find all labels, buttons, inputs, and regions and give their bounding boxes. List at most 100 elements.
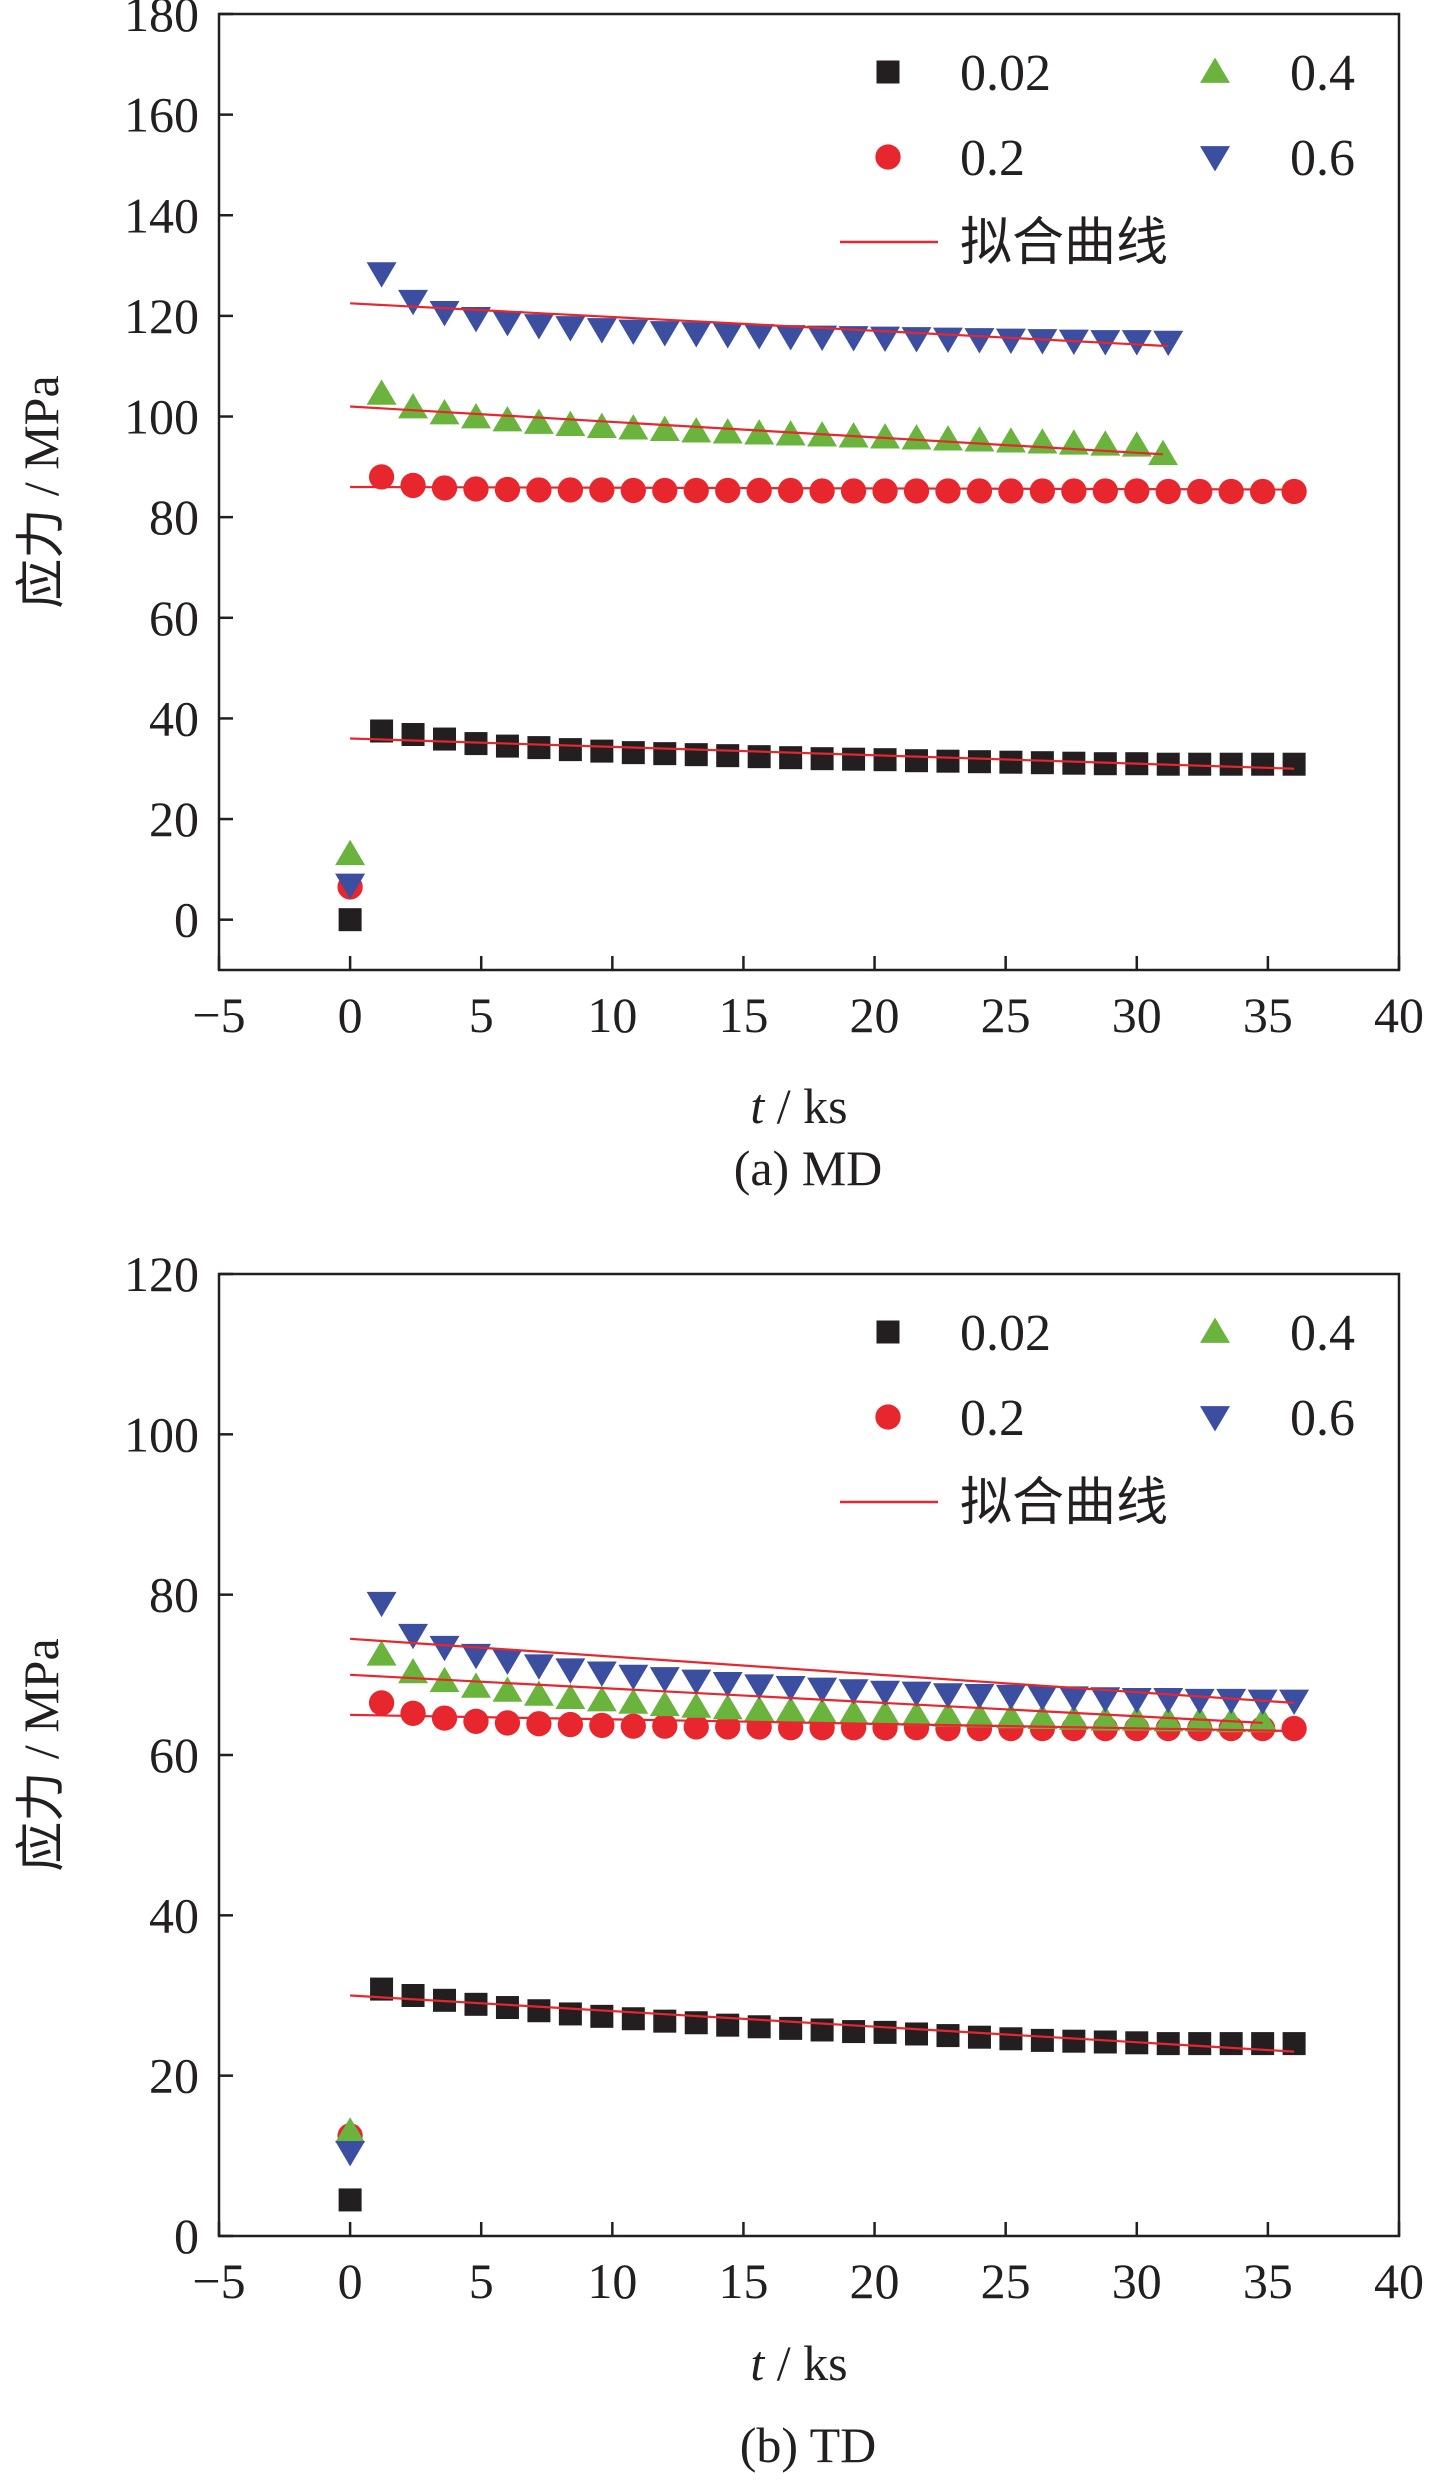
- data-point: [964, 1684, 995, 1710]
- y-tick-label: 60: [149, 1727, 199, 1783]
- data-point: [1281, 478, 1307, 505]
- data-point: [398, 1623, 429, 1650]
- data-point: [621, 741, 645, 765]
- data-point: [872, 478, 898, 504]
- data-point: [1058, 1704, 1089, 1730]
- series-s002: [338, 1977, 1306, 2212]
- y-tick-label: 160: [124, 87, 199, 143]
- y-tick-label: 40: [149, 690, 199, 746]
- data-point: [964, 328, 995, 354]
- x-tick-label: 15: [718, 2253, 768, 2309]
- data-point: [744, 1674, 775, 1700]
- data-point: [775, 325, 806, 351]
- fit-line-s002: [350, 737, 1295, 770]
- data-point: [998, 478, 1024, 504]
- data-point: [681, 1669, 712, 1695]
- data-point: [712, 323, 743, 349]
- panel-caption: (a) MD: [734, 1140, 883, 1196]
- y-tick-label: 20: [149, 791, 199, 847]
- data-point: [1187, 478, 1213, 505]
- data-point: [589, 477, 615, 503]
- data-point: [810, 747, 834, 771]
- data-point: [1062, 751, 1086, 775]
- data-point: [712, 1694, 743, 1720]
- data-point: [494, 1710, 521, 1736]
- data-point: [1027, 428, 1058, 454]
- data-point: [1247, 1689, 1278, 1715]
- data-point: [1282, 752, 1306, 776]
- data-point: [807, 325, 838, 352]
- data-point: [935, 478, 961, 504]
- data-point: [366, 1591, 397, 1618]
- series-s04: [335, 379, 1178, 866]
- data-point: [840, 478, 867, 504]
- data-point: [744, 419, 775, 445]
- data-point: [1153, 330, 1184, 357]
- data-point: [715, 477, 741, 504]
- data-point: [1184, 1688, 1215, 1715]
- data-point: [335, 2117, 366, 2143]
- data-point: [653, 742, 677, 766]
- data-point: [995, 1684, 1026, 1711]
- data-point: [586, 412, 617, 438]
- x-tick-label: 35: [1243, 2253, 1293, 2309]
- data-point: [746, 477, 772, 504]
- data-point: [807, 1677, 838, 1703]
- data-point: [1124, 478, 1150, 504]
- data-point: [905, 2022, 929, 2046]
- data-point: [901, 424, 932, 450]
- data-point: [1062, 2029, 1086, 2053]
- data-point: [1216, 1688, 1247, 1715]
- data-point: [555, 1658, 586, 1684]
- data-point: [1061, 478, 1087, 504]
- fit-line-s02: [350, 1713, 1295, 1733]
- data-point: [618, 1688, 649, 1714]
- data-point: [744, 324, 775, 350]
- fit-line-s04: [350, 405, 1164, 456]
- data-point: [1247, 1706, 1278, 1733]
- data-point: [433, 727, 457, 751]
- fit-line-s02: [350, 485, 1295, 491]
- data-point: [1027, 1685, 1058, 1711]
- data-point: [870, 326, 901, 353]
- legend-marker-s002: [876, 60, 900, 84]
- data-point: [716, 744, 740, 768]
- data-point: [464, 1992, 488, 2016]
- y-tick-label: 180: [124, 0, 199, 42]
- data-point: [901, 1681, 932, 1707]
- y-tick-label: 120: [124, 1246, 199, 1302]
- data-point: [838, 1679, 869, 1705]
- data-point: [368, 1690, 395, 1716]
- data-point: [401, 1984, 425, 2007]
- legend-marker-s06: [1200, 1406, 1230, 1432]
- data-point: [558, 738, 582, 762]
- data-point: [1219, 2032, 1243, 2056]
- x-tick-label: 40: [1374, 2253, 1424, 2309]
- y-tick-label: 0: [174, 892, 199, 948]
- data-point: [618, 1664, 649, 1691]
- data-point: [492, 1676, 523, 1702]
- x-tick-label: 5: [469, 987, 494, 1043]
- chart-panel-a: −5 0 5 10 15 20 25 30 35 40 0 20 40 60 80 100 120 140 160 1…: [13, 0, 1424, 1196]
- data-point: [1121, 330, 1152, 356]
- x-tick-label: 30: [1112, 2253, 1162, 2309]
- data-point: [1121, 431, 1152, 457]
- data-point: [933, 425, 963, 451]
- data-point: [1058, 329, 1089, 356]
- legend-label-s002: 0.02: [960, 45, 1051, 102]
- x-tick-label: 35: [1243, 987, 1293, 1043]
- x-tick-label: 5: [469, 2253, 494, 2309]
- data-point: [461, 1672, 491, 1698]
- x-axis-label: t / ks: [750, 2335, 847, 2391]
- data-point: [335, 839, 366, 866]
- data-point: [967, 2025, 991, 2049]
- data-point: [557, 1711, 584, 1738]
- data-point: [429, 1635, 460, 1662]
- data-point: [492, 1649, 523, 1675]
- data-point: [809, 478, 835, 504]
- data-point: [936, 749, 960, 773]
- series-s02: [337, 464, 1307, 900]
- x-axis-label-variable: t: [750, 2335, 765, 2391]
- data-point: [870, 1699, 901, 1725]
